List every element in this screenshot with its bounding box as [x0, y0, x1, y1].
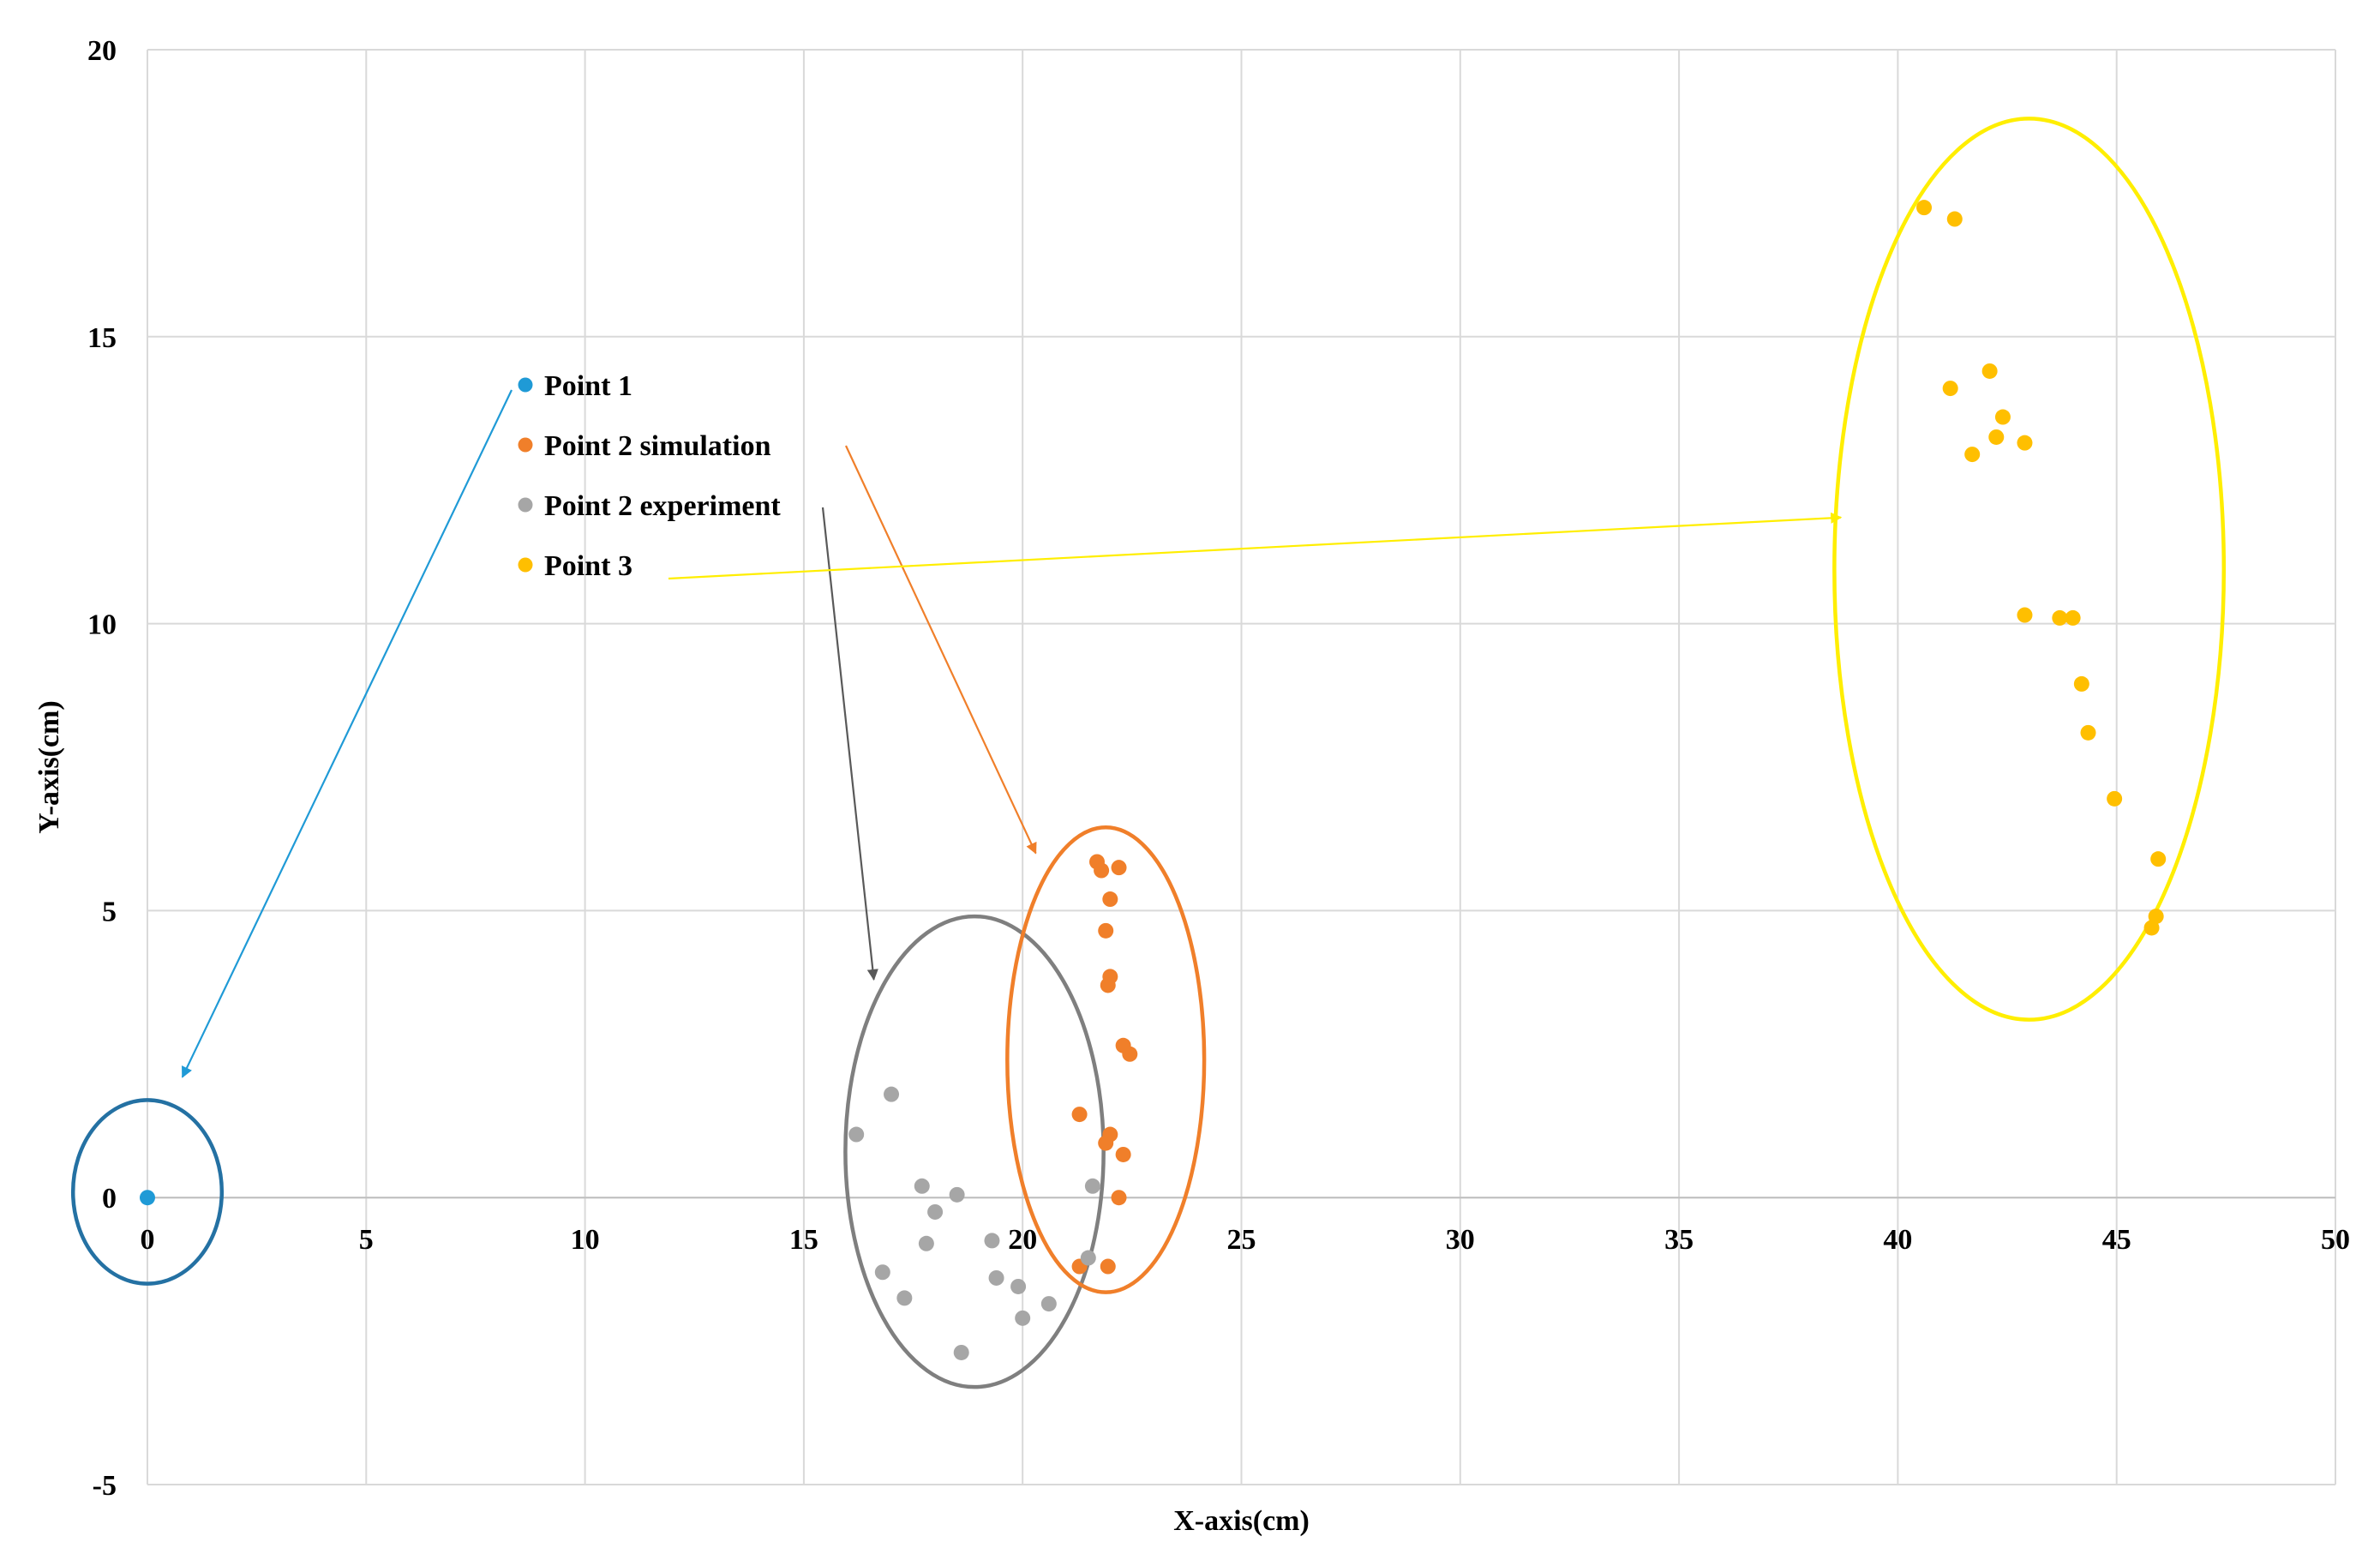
y-tick-label: 5	[102, 896, 117, 927]
data-points	[140, 200, 2167, 1360]
legend-marker-point-1	[518, 377, 533, 393]
x-tick-label: 40	[1883, 1224, 1912, 1256]
legend-entry-point-2-simulation: Point 2 simulation	[544, 430, 771, 462]
legend-marker-point-2-simulation	[518, 437, 533, 453]
x-tick-label: 50	[2321, 1224, 2350, 1256]
cluster-ellipses	[70, 117, 2227, 1389]
point-point-2-experiment	[896, 1290, 913, 1306]
point-point-2-simulation	[1098, 1135, 1114, 1151]
arrow-point-1	[181, 389, 513, 1078]
point-point-2-simulation	[1071, 1107, 1088, 1123]
legend-entry-point-2-experiment: Point 2 experiment	[544, 490, 781, 522]
ellipse-point-1	[70, 1098, 225, 1286]
point-point-2-experiment	[1040, 1296, 1057, 1312]
point-point-2-simulation	[1115, 1146, 1131, 1162]
point-point-3	[1981, 363, 1998, 379]
ellipse-point-2-experiment	[843, 914, 1106, 1389]
point-point-2-experiment	[918, 1235, 934, 1251]
ellipse-point-3	[1832, 117, 2227, 1022]
point-point-2-experiment	[848, 1126, 865, 1143]
y-tick-label: 0	[102, 1183, 117, 1215]
point-point-2-simulation	[1100, 977, 1116, 993]
y-tick-label: -5	[93, 1470, 117, 1502]
legend-entry-point-1: Point 1	[544, 370, 632, 402]
point-point-2-experiment	[1010, 1278, 1027, 1294]
grid-lines	[147, 49, 2336, 1485]
y-tick-label: 20	[87, 35, 117, 67]
point-point-3	[2017, 607, 2033, 623]
legend-marker-point-3	[518, 557, 533, 573]
point-point-3	[2017, 435, 2033, 451]
point-point-3	[2150, 851, 2167, 867]
point-point-2-experiment	[984, 1233, 1000, 1249]
x-tick-label: 10	[571, 1224, 600, 1256]
point-point-2-experiment	[1015, 1310, 1031, 1326]
point-point-3	[1946, 211, 1963, 227]
tick-labels: 0 5 10 15 20 25 30 35 40 45 50 -5 0 5 10 15 20	[87, 35, 2350, 1502]
point-point-2-experiment	[949, 1186, 965, 1203]
point-point-3	[2143, 920, 2160, 936]
y-tick-label: 10	[87, 609, 117, 641]
annotation-arrows	[181, 389, 1843, 1078]
point-point-3	[2073, 675, 2089, 692]
point-point-2-experiment	[914, 1178, 930, 1194]
point-point-2-experiment	[953, 1344, 969, 1360]
point-point-3	[1964, 447, 1981, 463]
point-point-2-simulation	[1100, 1258, 1116, 1275]
point-point-2-experiment	[1084, 1178, 1100, 1194]
x-tick-label: 30	[1446, 1224, 1475, 1256]
arrow-point-3	[668, 512, 1843, 580]
point-point-3	[1988, 429, 2005, 445]
point-point-3	[2080, 724, 2096, 741]
y-tick-label: 15	[87, 322, 117, 354]
legend: Point 1 Point 2 simulation Point 2 experim…	[518, 370, 781, 582]
ellipse-point-2-simulation	[1005, 825, 1207, 1294]
x-tick-label: 0	[141, 1224, 155, 1256]
point-point-2-experiment	[927, 1203, 944, 1220]
legend-marker-point-2-experiment	[518, 497, 533, 513]
point-point-2-simulation	[1111, 1190, 1127, 1206]
point-point-3	[2065, 609, 2081, 626]
point-point-2-simulation	[1111, 860, 1127, 876]
point-point-2-simulation	[1098, 922, 1114, 939]
arrow-point-2-experiment	[821, 507, 878, 981]
y-axis-title: Y-axis(cm)	[33, 700, 65, 834]
point-point-3	[1916, 200, 1933, 216]
legend-entry-point-3: Point 3	[544, 550, 632, 582]
point-point-1	[140, 1190, 155, 1206]
point-point-2-experiment	[988, 1269, 1004, 1286]
x-tick-label: 20	[1008, 1224, 1037, 1256]
x-tick-label: 15	[789, 1224, 818, 1256]
point-point-3	[1942, 381, 1958, 397]
point-point-2-simulation	[1094, 862, 1110, 879]
point-point-3	[2052, 609, 2068, 626]
arrow-point-2-simulation	[845, 445, 1037, 855]
point-point-3	[1994, 409, 2011, 425]
point-point-2-experiment	[884, 1086, 900, 1102]
point-point-2-experiment	[1080, 1250, 1096, 1266]
x-tick-label: 5	[359, 1224, 374, 1256]
x-tick-label: 45	[2102, 1224, 2131, 1256]
x-axis-title: X-axis(cm)	[1173, 1505, 1310, 1537]
x-tick-label: 25	[1227, 1224, 1256, 1256]
point-point-3	[2107, 790, 2123, 807]
x-tick-label: 35	[1664, 1224, 1694, 1256]
point-point-2-simulation	[1122, 1046, 1138, 1062]
point-point-2-simulation	[1102, 891, 1118, 908]
point-point-2-experiment	[874, 1264, 890, 1281]
